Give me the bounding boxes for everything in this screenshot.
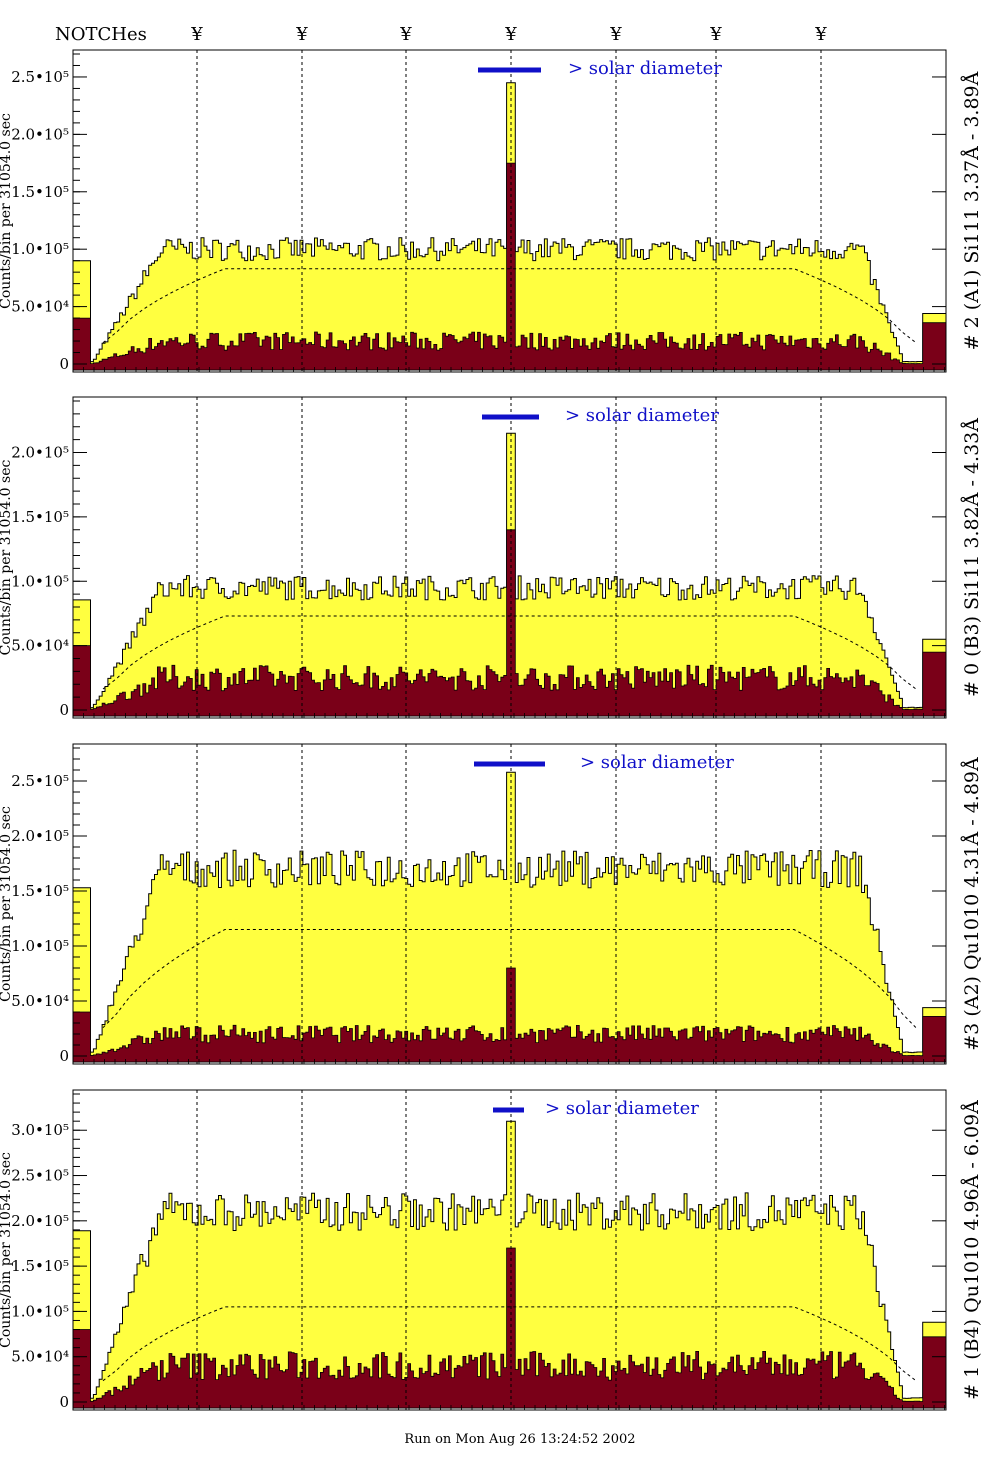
notch-symbol: ¥: [609, 24, 622, 45]
y-tick-label: 1.5•10⁵: [11, 508, 69, 526]
y-tick-label: 1.5•10⁵: [11, 1257, 69, 1275]
y-tick-label: 1.0•10⁵: [11, 240, 69, 258]
y-tick-label: 2.0•10⁵: [11, 827, 69, 845]
notch-symbol: ¥: [709, 24, 722, 45]
mean-curve: [102, 1306, 917, 1382]
notch-symbol: ¥: [814, 24, 827, 45]
y-tick-label: 2.0•10⁵: [11, 125, 69, 143]
notch-symbol: ¥: [504, 24, 517, 45]
notch-markers: ¥ ¥ ¥ ¥ ¥ ¥ ¥: [190, 24, 827, 45]
notch-symbol: ¥: [190, 24, 203, 45]
maroon-histogram: [72, 1247, 947, 1409]
plot-frame: [72, 396, 947, 719]
y-tick-label: 1.5•10⁵: [11, 183, 69, 201]
y-tick-label: 0: [59, 701, 69, 719]
y-tick-label: 3.0•10⁵: [11, 1121, 69, 1139]
y-tick-label: 5.0•10⁴: [11, 298, 69, 316]
y-tick-label: 1.0•10⁵: [11, 572, 69, 590]
y-tick-label: 5.0•10⁴: [11, 992, 69, 1010]
panel-side-label: # 2 (A1) Si111 3.37Å - 3.89Å: [961, 71, 983, 350]
yellow-histogram: [72, 771, 947, 1063]
solar-diameter-label: > solar diameter: [580, 752, 734, 773]
y-tick-label: 0: [59, 355, 69, 373]
solar-diameter-label: > solar diameter: [545, 1098, 699, 1119]
plot-frame: [72, 743, 947, 1065]
plot-frame: [72, 1089, 947, 1411]
y-axis-label: Counts/bin per 31054.0 sec: [0, 806, 14, 1002]
y-tick-label: 2.0•10⁵: [11, 444, 69, 462]
y-tick-label: 1.0•10⁵: [11, 937, 69, 955]
mean-curve: [102, 268, 917, 344]
maroon-histogram: [72, 967, 947, 1063]
panel-3: 0 5.0•10⁴ 1.0•10⁵ 1.5•10⁵ 2.0•10⁵ 2.5•10⁵ Coun…: [0, 743, 983, 1065]
panel-side-label: #3 (A2) Qu1010 4.31Å - 4.89Å: [961, 757, 983, 1051]
maroon-histogram: [72, 162, 947, 371]
y-axis-label: Counts/bin per 31054.0 sec: [0, 1152, 14, 1348]
y-tick-label: 1.0•10⁵: [11, 1302, 69, 1320]
notch-symbol: ¥: [295, 24, 308, 45]
y-axis-label: Counts/bin per 31054.0 sec: [0, 460, 14, 656]
panels: 05.0•10⁴1.0•10⁵1.5•10⁵2.0•10⁵2.5•10⁵Coun…: [0, 49, 983, 1411]
run-footer: Run on Mon Aug 26 13:24:52 2002: [404, 1432, 635, 1447]
y-tick-label: 1.5•10⁵: [11, 882, 69, 900]
y-axis-label: Counts/bin per 31054.0 sec: [0, 113, 14, 309]
panel-1: 0 5.0•10⁴ 1.0•10⁵ 1.5•10⁵ 2.0•10⁵ 2.5•10⁵ Coun…: [0, 49, 983, 373]
y-tick-label: 0: [59, 1393, 69, 1411]
solar-diameter-label: > solar diameter: [565, 405, 719, 426]
y-tick-label: 2.5•10⁵: [11, 68, 69, 86]
notches-label: NOTCHes: [55, 24, 147, 45]
solar-diameter-label: > solar diameter: [568, 58, 722, 79]
plot-frame: [72, 49, 947, 373]
y-tick-label: 2.0•10⁵: [11, 1212, 69, 1230]
y-tick-label: 0: [59, 1047, 69, 1065]
panel-4: 0 5.0•10⁴ 1.0•10⁵ 1.5•10⁵ 2.0•10⁵ 2.5•10⁵ 3.0•…: [0, 1089, 983, 1411]
panel-side-label: # 1 (B4) Qu1010 4.96Å - 6.09Å: [961, 1100, 983, 1400]
notch-symbol: ¥: [399, 24, 412, 45]
y-tick-label: 2.5•10⁵: [11, 772, 69, 790]
panel-2: 0 5.0•10⁴ 1.0•10⁵ 1.5•10⁵ 2.0•10⁵Counts/bin …: [0, 396, 983, 719]
y-tick-label: 2.5•10⁵: [11, 1167, 69, 1185]
y-tick-label: 5.0•10⁴: [11, 637, 69, 655]
panel-side-label: # 0 (B3) Si111 3.82Å - 4.33Å: [961, 418, 983, 697]
mean-curve: [102, 615, 917, 690]
y-tick-label: 5.0•10⁴: [11, 1348, 69, 1366]
maroon-histogram: [72, 529, 947, 717]
